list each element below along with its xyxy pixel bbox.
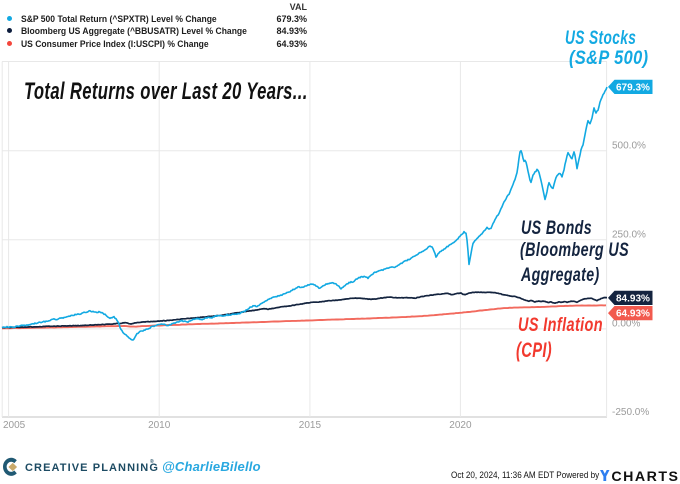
svg-text:-250.0%: -250.0% xyxy=(612,407,649,418)
svg-text:2005: 2005 xyxy=(3,420,26,431)
svg-text:679.3%: 679.3% xyxy=(616,83,650,94)
svg-text:64.93%: 64.93% xyxy=(616,309,650,320)
svg-text:CHARTS: CHARTS xyxy=(611,469,679,484)
svg-text:2020: 2020 xyxy=(449,420,472,431)
svg-text:500.0%: 500.0% xyxy=(612,141,646,152)
svg-text:250.0%: 250.0% xyxy=(612,230,646,241)
svg-text:2010: 2010 xyxy=(148,420,171,431)
svg-text:CREATIVE PLANNING: CREATIVE PLANNING xyxy=(25,462,159,474)
svg-text:0.00%: 0.00% xyxy=(612,319,640,330)
svg-text:2015: 2015 xyxy=(299,420,322,431)
svg-text:84.93%: 84.93% xyxy=(616,294,650,305)
svg-text:®: ® xyxy=(150,458,154,465)
